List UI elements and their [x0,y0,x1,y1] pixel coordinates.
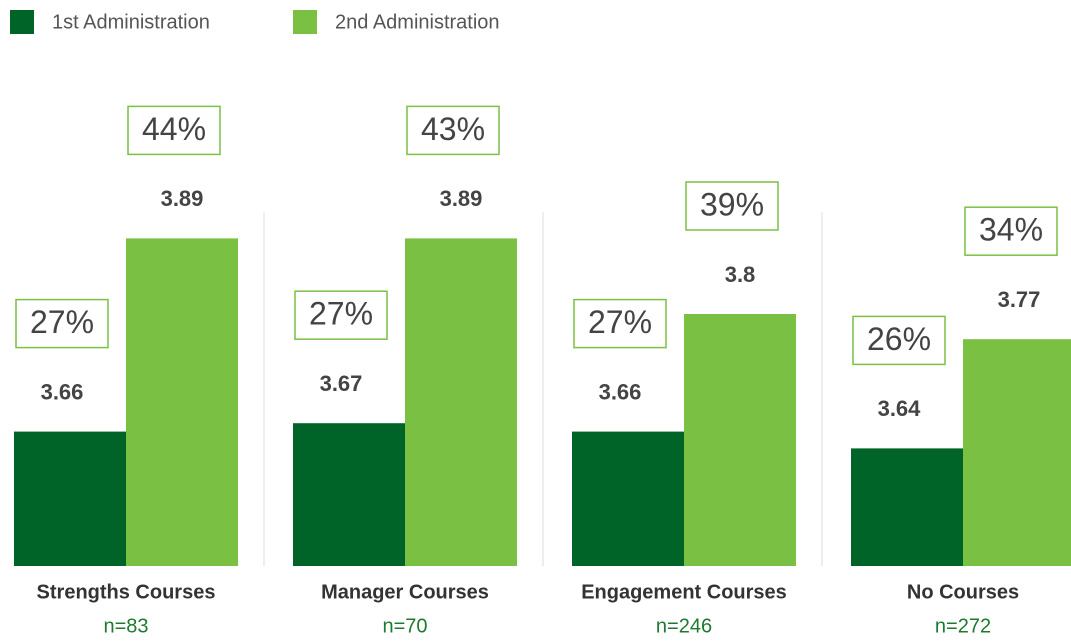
percent-box [573,298,667,349]
percent-box [406,105,500,156]
legend-label: 1st Administration [52,11,210,33]
legend-swatch [293,10,317,34]
sample-size: n=70 [382,615,427,637]
percent-label: 26% [867,321,931,357]
percent-box [685,181,779,231]
percent-box [294,290,388,340]
value-label: 3.89 [440,186,483,211]
percent-label: 43% [421,111,485,147]
value-label: 3.66 [41,379,84,404]
value-label: 3.64 [878,396,922,421]
percent-box [852,315,946,366]
percent-label: 27% [30,304,94,340]
bar [963,339,1071,566]
value-label: 3.66 [599,379,642,404]
bar [572,431,684,566]
value-label: 3.8 [725,262,756,287]
category-label: Manager Courses [321,581,489,603]
value-label: 3.89 [161,186,204,211]
percent-box [15,298,109,349]
percent-label: 27% [309,296,373,332]
bar [293,423,405,566]
bar [14,431,126,566]
legend-label: 2nd Administration [335,11,500,33]
legend-swatch [10,10,34,34]
sample-size: n=83 [103,615,148,637]
percent-box [964,206,1058,256]
percent-box [127,105,221,156]
value-label: 3.77 [998,287,1041,312]
category-label: No Courses [907,581,1019,603]
category-label: Engagement Courses [581,581,787,603]
sample-size: n=272 [935,615,991,637]
category-label: Strengths Courses [37,581,216,603]
bar [126,238,238,566]
percent-label: 39% [700,186,764,222]
value-label: 3.67 [320,371,363,396]
bar [851,448,963,566]
percent-label: 27% [588,304,652,340]
percent-label: 44% [142,111,206,147]
sample-size: n=246 [656,615,712,637]
percent-label: 34% [979,212,1043,248]
bar [684,314,796,566]
bar [405,238,517,566]
